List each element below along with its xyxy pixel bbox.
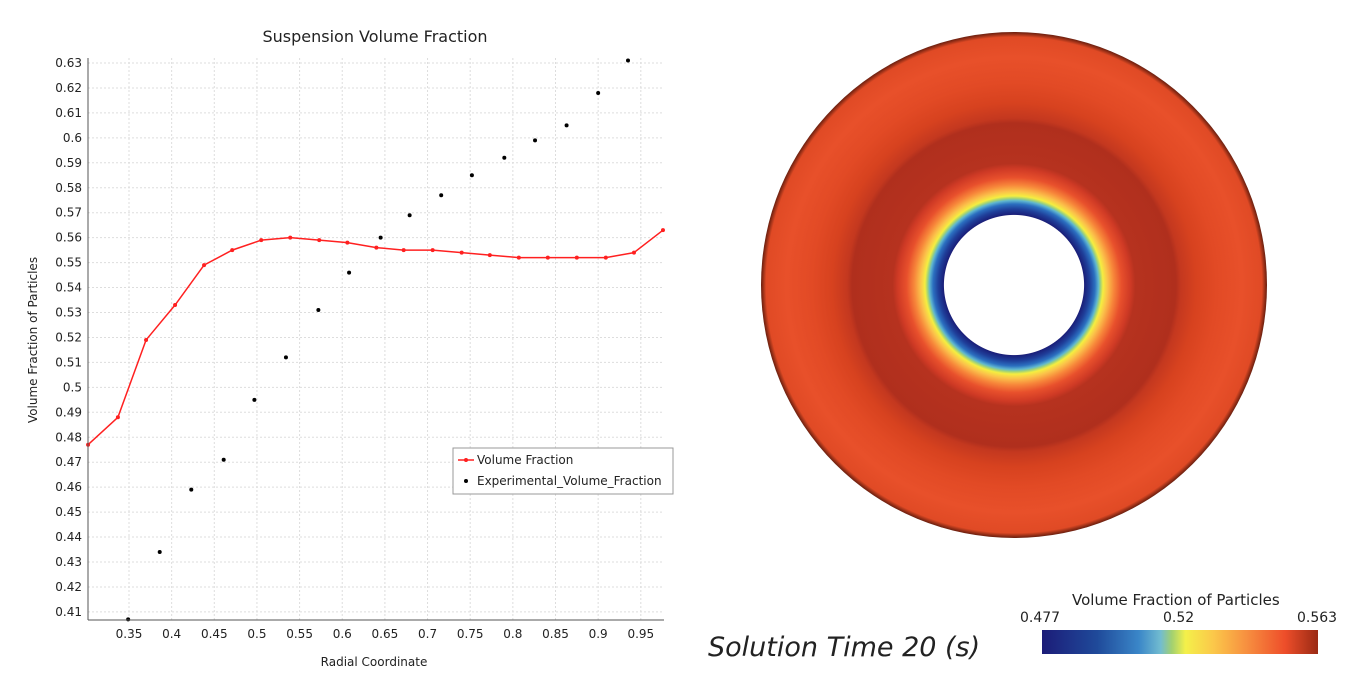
volume-fraction-point [545, 255, 550, 260]
solution-time: Solution Time 20 (s) [708, 632, 981, 663]
experimental-point [126, 617, 131, 622]
colorbar [1042, 630, 1318, 654]
y-tick-label: 0.56 [55, 231, 82, 245]
volume-fraction-point [144, 337, 149, 342]
experimental-point [189, 487, 194, 492]
x-tick-label: 0.7 [418, 627, 437, 641]
y-tick-label: 0.58 [55, 181, 82, 195]
y-tick-label: 0.51 [55, 355, 82, 369]
legend-volume-fraction: Volume Fraction [477, 453, 573, 467]
volume-fraction-point [487, 253, 492, 258]
volume-fraction-point [459, 250, 464, 255]
experimental-point [283, 355, 288, 360]
volume-fraction-point [345, 240, 350, 245]
y-tick-label: 0.54 [55, 281, 82, 295]
y-tick-label: 0.43 [55, 555, 82, 569]
y-tick-label: 0.47 [55, 455, 82, 469]
x-axis-label: Radial Coordinate [321, 655, 428, 669]
volume-fraction-point [259, 238, 264, 243]
y-tick-label: 0.48 [55, 430, 82, 444]
experimental-point [564, 123, 569, 128]
x-tick-label: 0.6 [333, 627, 352, 641]
experimental-point [157, 550, 162, 555]
volume-fraction-point [574, 255, 579, 260]
colorbar-mid: 0.52 [1163, 610, 1195, 626]
line-chart: Suspension Volume Fraction Volume Fracti… [26, 27, 674, 669]
volume-fraction-point [631, 250, 636, 255]
experimental-point [221, 457, 226, 462]
y-tick-label: 0.49 [55, 405, 82, 419]
colorbar-max: 0.563 [1297, 610, 1338, 626]
volume-fraction-point [288, 235, 293, 240]
volume-fraction-point [115, 415, 120, 420]
y-tick-label: 0.41 [55, 605, 82, 619]
experimental-point [596, 90, 601, 95]
y-axis-label: Volume Fraction of Particles [26, 257, 40, 423]
legend-dot-marker [464, 479, 468, 483]
volume-fraction-point [230, 248, 235, 253]
volume-fraction-point [173, 303, 178, 308]
x-tick-label: 0.8 [503, 627, 522, 641]
experimental-point [252, 397, 257, 402]
x-tick-label: 0.75 [457, 627, 484, 641]
x-tick-label: 0.5 [247, 627, 266, 641]
legend-line-marker [464, 458, 468, 462]
y-tick-label: 0.59 [55, 156, 82, 170]
volume-fraction-point [660, 228, 665, 233]
volume-fraction-point [317, 238, 322, 243]
y-tick-label: 0.44 [55, 530, 82, 544]
x-tick-label: 0.45 [201, 627, 228, 641]
y-tick-label: 0.45 [55, 505, 82, 519]
legend: Volume Fraction Experimental_Volume_Frac… [452, 447, 674, 495]
x-tick-label: 0.9 [589, 627, 608, 641]
x-tick-label: 0.95 [627, 627, 654, 641]
y-tick-label: 0.52 [55, 330, 82, 344]
experimental-point [316, 308, 321, 313]
x-tick-label: 0.65 [372, 627, 399, 641]
experimental-point [626, 58, 631, 63]
x-tick-label: 0.85 [542, 627, 569, 641]
x-tick-label: 0.35 [116, 627, 143, 641]
experimental-point [407, 213, 412, 218]
colorbar-title: Volume Fraction of Particles [1072, 591, 1280, 609]
y-tick-label: 0.55 [55, 256, 82, 270]
y-tick-label: 0.53 [55, 306, 82, 320]
experimental-point [469, 173, 474, 178]
chart-title: Suspension Volume Fraction [262, 27, 487, 46]
experimental-point [378, 235, 383, 240]
experimental-point [533, 138, 538, 143]
y-tick-label: 0.42 [55, 580, 82, 594]
y-tick-label: 0.46 [55, 480, 82, 494]
annulus-contour-plot [761, 32, 1267, 538]
volume-fraction-point [202, 263, 207, 268]
volume-fraction-point [516, 255, 521, 260]
volume-fraction-point [374, 245, 379, 250]
y-tick-label: 0.6 [63, 131, 82, 145]
legend-experimental: Experimental_Volume_Fraction [477, 474, 662, 488]
y-tick-label: 0.63 [55, 56, 82, 70]
y-tick-label: 0.61 [55, 106, 82, 120]
colorbar-min: 0.477 [1020, 610, 1061, 626]
experimental-point [502, 155, 507, 160]
x-tick-label: 0.55 [286, 627, 313, 641]
volume-fraction-point [430, 248, 435, 253]
y-tick-label: 0.57 [55, 206, 82, 220]
y-tick-label: 0.5 [63, 380, 82, 394]
volume-fraction-point [401, 248, 406, 253]
y-tick-label: 0.62 [55, 81, 82, 95]
experimental-point [439, 193, 444, 198]
volume-fraction-point [603, 255, 608, 260]
experimental-point [347, 270, 352, 275]
x-tick-label: 0.4 [162, 627, 181, 641]
